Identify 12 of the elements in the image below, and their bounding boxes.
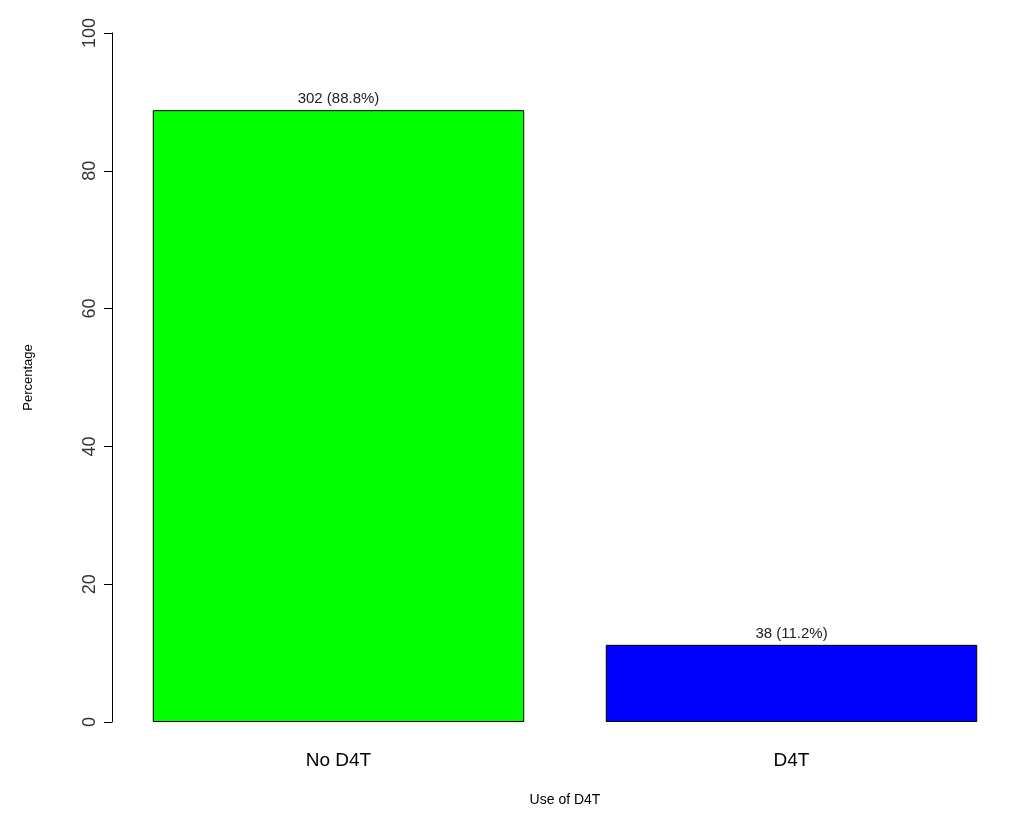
y-tick-label: 40 <box>79 436 99 457</box>
y-tick-label: 60 <box>79 298 99 319</box>
y-axis-title: Percentage <box>20 344 35 411</box>
y-tick-label: 0 <box>79 716 99 728</box>
y-tick-label: 80 <box>79 160 99 181</box>
x-axis-title: Use of D4T <box>529 791 601 807</box>
data-label: 38 (11.2%) <box>755 623 828 641</box>
data-label: 302 (88.8%) <box>297 89 380 107</box>
x-tick-label: No D4T <box>305 749 372 770</box>
y-tick-label: 100 <box>79 17 99 49</box>
y-tick-label: 20 <box>79 574 99 595</box>
x-tick-label: D4T <box>773 749 810 770</box>
